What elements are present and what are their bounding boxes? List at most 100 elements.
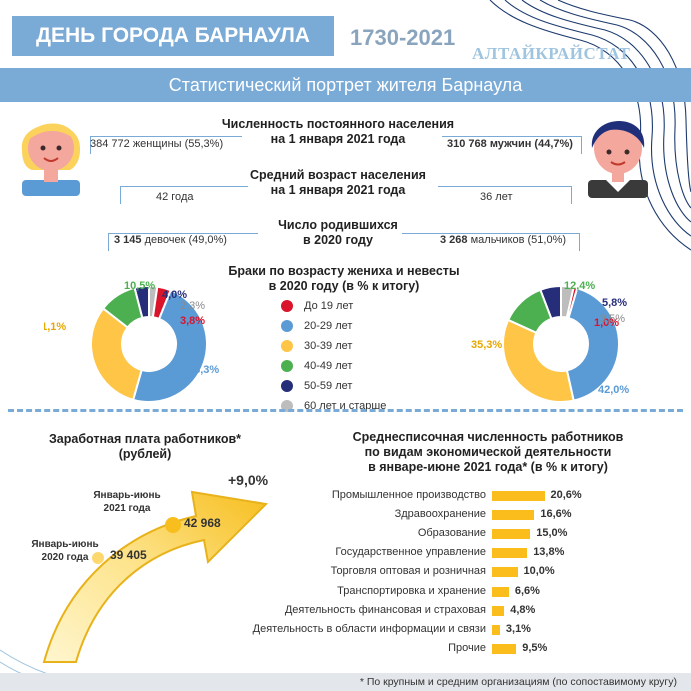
bar-category-label: Деятельность финансовая и страховая <box>284 603 486 616</box>
donut-slice <box>502 318 575 403</box>
bar-value-label: 16,6% <box>540 508 572 521</box>
donut-data-label: 3,5% <box>600 313 625 325</box>
salary-title-line2: (рублей) <box>118 447 172 461</box>
donut-slice <box>131 288 209 403</box>
marriages-title: Браки по возрасту жениха и невесты в 202… <box>214 264 474 294</box>
salary-title-line1: Заработная плата работников* <box>48 432 242 446</box>
donut-data-label: 3,8% <box>180 315 205 327</box>
bar-row: Государственное управление 13,8% <box>0 543 691 562</box>
bar-row: Здравоохранение 16,6% <box>0 505 691 524</box>
legend-label: До 19 лет <box>304 300 354 312</box>
bar <box>492 624 500 635</box>
employment-bar-chart: Промышленное производство 20,6% Здравоохра… <box>0 486 691 666</box>
years-range: 1730-2021 <box>350 25 456 50</box>
bar-row: Деятельность в области информации и связ… <box>0 620 691 639</box>
donut-data-label: 12,4% <box>564 280 595 292</box>
men-age: 36 лет <box>480 191 513 203</box>
legend-marker <box>281 340 293 352</box>
bar-row: Торговля оптовая и розничная 10,0% <box>0 562 691 581</box>
boys-born: 3 268 мальчиков (51,0%) <box>440 234 566 246</box>
donut-slice <box>506 288 553 335</box>
bar-row: Прочие 9,5% <box>0 639 691 658</box>
bar-category-label: Государственное управление <box>335 546 486 559</box>
salary-period-2021-line1: Январь-июнь <box>93 490 161 501</box>
age-title-line1: Средний возраст населения <box>250 168 426 182</box>
births-bracket-left <box>108 233 258 251</box>
donut-slice <box>565 287 620 402</box>
legend-item: 50-59 лет <box>281 376 441 396</box>
legend-marker <box>281 320 293 332</box>
bar <box>492 586 509 597</box>
marriages-title-line2: в 2020 году (в % к итогу) <box>268 279 420 293</box>
population-title-line2: на 1 января 2021 года <box>270 132 406 146</box>
bar-value-label: 20,6% <box>550 489 582 501</box>
women-population: 384 772 женщины (55,3%) <box>90 138 224 150</box>
bar-value-label: 15,0% <box>536 527 568 540</box>
salary-growth-arrow <box>42 490 269 663</box>
bar-category-label: Деятельность в области информации и связ… <box>252 622 486 635</box>
births-title: Число родившихся в 2020 году <box>240 218 436 248</box>
bar-row: Промышленное производство 20,6% <box>0 486 691 505</box>
bar <box>492 491 545 501</box>
employment-title-line2: по видам экономической деятельности <box>364 445 612 459</box>
salary-period-2020-line1: Январь-июнь <box>31 539 99 550</box>
births-bracket-right <box>402 233 580 251</box>
legend-item: 20-29 лет <box>281 316 441 336</box>
legend-marker <box>281 300 293 312</box>
boys-born-count: 3 268 <box>440 234 468 246</box>
girls-born-text: девочек (49,0%) <box>144 234 227 246</box>
bar-category-label: Образование <box>417 527 486 540</box>
legend-item: 60 лет и старше <box>281 396 441 416</box>
section-divider <box>8 409 683 412</box>
bar <box>492 643 517 654</box>
grooms-donut-chart: 1,0% 42,0% 35,3% 12,4% 5,8% 3,5% <box>471 280 629 403</box>
bar <box>492 510 535 521</box>
legend-label: 50-59 лет <box>304 380 353 392</box>
bar <box>492 567 518 578</box>
salary-title: Заработная плата работников* (рублей) <box>30 432 260 462</box>
bar-row: Образование 15,0% <box>0 524 691 543</box>
bar-value-label: 4,8% <box>510 603 536 616</box>
bar <box>492 548 528 559</box>
bar-category-label: Прочие <box>448 641 486 654</box>
legend-label: 30-39 лет <box>304 340 353 352</box>
legend-marker <box>281 360 293 372</box>
salary-growth: +9,0% <box>228 472 269 488</box>
births-title-line1: Число родившихся <box>278 218 398 232</box>
donut-data-label: 1,0% <box>594 317 619 329</box>
men-population: 310 768 мужчин (44,7%) <box>447 138 573 150</box>
employment-title-line3: в январе-июне 2021 года* (в % к итогу) <box>368 460 608 474</box>
woman-avatar-icon <box>21 123 81 196</box>
donut-data-label: 2,3% <box>180 300 205 312</box>
legend-item: 30-39 лет <box>281 336 441 356</box>
donut-data-label: 42,0% <box>598 384 629 396</box>
donut-slice <box>90 307 143 402</box>
altaikraystat-logo: АЛТАЙКРАЙСТАТ <box>472 44 631 63</box>
population-bracket-right <box>442 136 582 154</box>
age-title-line2: на 1 января 2021 года <box>270 183 406 197</box>
salary-period-2021-line2: 2021 года <box>103 503 151 514</box>
bar-value-label: 6,6% <box>514 584 540 597</box>
bar-category-label: Здравоохранение <box>394 508 486 521</box>
age-bracket-left <box>120 186 248 204</box>
employment-title: Среднесписочная численность работников п… <box>320 430 656 475</box>
legend-item: 40-49 лет <box>281 356 441 376</box>
age-bracket-right <box>438 186 572 204</box>
legend-item: До 19 лет <box>281 296 441 316</box>
bar-category-label: Промышленное производство <box>331 489 486 501</box>
bar <box>492 605 505 616</box>
births-title-line2: в 2020 году <box>303 233 373 247</box>
bar-row: Транспортировка и хранение 6,6% <box>0 582 691 601</box>
employment-title-line1: Среднесписочная численность работников <box>352 430 624 444</box>
bar <box>492 529 531 540</box>
population-bracket-left <box>90 136 242 154</box>
women-age: 42 года <box>156 191 194 203</box>
donut-slice <box>101 286 144 329</box>
bar-category-label: Транспортировка и хранение <box>337 584 486 597</box>
salary-period-2021: Январь-июнь 2021 года <box>82 489 172 515</box>
age-title: Средний возраст населения на 1 января 20… <box>200 168 476 198</box>
salary-period-2020-line2: 2020 года <box>41 552 89 563</box>
salary-value-2020: 39 405 <box>110 548 147 562</box>
bar-value-label: 13,8% <box>533 546 565 559</box>
donut-data-label: 4,0% <box>162 289 187 301</box>
